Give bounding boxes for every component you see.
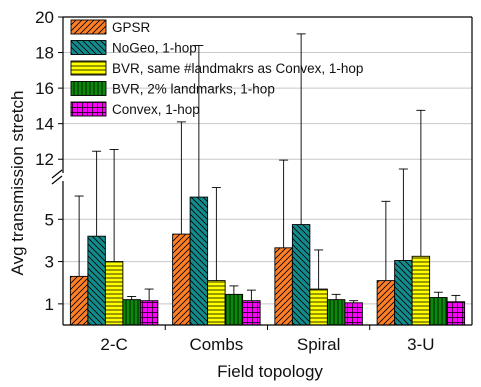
- bars-layer: [69, 33, 466, 326]
- x-axis-title: Field topology: [217, 362, 323, 381]
- legend-swatch: [70, 60, 107, 76]
- legend-swatch: [70, 40, 107, 55]
- legend-label: BVR, 2% landmarks, 1-hop: [112, 82, 275, 97]
- y-tick-label: 1: [45, 295, 54, 314]
- legend: GPSR NoGeo, 1-hop BVR, same #landmakrs as …: [70, 19, 363, 117]
- bar: [291, 224, 311, 326]
- bar: [309, 288, 328, 326]
- y-tick-label: 14: [35, 115, 54, 134]
- axes-layer: 1 3 5 12 14 16 18 20 2-C Combs Spiral 3-U: [35, 8, 473, 354]
- bar: [69, 275, 89, 326]
- bar: [429, 297, 448, 326]
- y-tick-label: 3: [45, 253, 54, 272]
- legend-label: Convex, 1-hop: [112, 102, 200, 117]
- bar: [344, 302, 363, 326]
- axis-break-mark: [51, 169, 63, 179]
- bar: [446, 301, 466, 326]
- y-tick-label: 5: [45, 210, 54, 229]
- legend-label: NoGeo, 1-hop: [112, 41, 197, 56]
- bar: [122, 299, 141, 326]
- bar: [224, 293, 244, 326]
- bar: [376, 280, 396, 326]
- legend-swatch: [70, 101, 107, 117]
- bar: [242, 300, 261, 326]
- bar: [394, 260, 413, 326]
- x-tick-label: Spiral: [297, 335, 340, 354]
- y-tick-label: 12: [35, 150, 54, 169]
- legend-label: BVR, same #landmakrs as Convex, 1-hop: [112, 61, 363, 76]
- legend-label: GPSR: [112, 20, 151, 35]
- x-tick-label: 3-U: [407, 335, 434, 354]
- bar: [172, 233, 191, 326]
- y-tick-label: 20: [35, 8, 54, 27]
- bar: [326, 299, 346, 326]
- x-tick-label: Combs: [189, 335, 243, 354]
- x-tick-label: 2-C: [100, 335, 127, 354]
- y-tick-label: 16: [35, 79, 54, 98]
- y-axis-title: Avg transmission stretch: [8, 91, 27, 276]
- bar: [189, 196, 209, 326]
- grid-layer: [63, 16, 472, 305]
- legend-swatch: [70, 19, 107, 35]
- bar: [411, 255, 431, 326]
- bar: [274, 247, 293, 326]
- bar: [207, 280, 226, 326]
- bar: [139, 300, 159, 326]
- bar: [104, 261, 124, 326]
- y-tick-label: 18: [35, 44, 54, 63]
- legend-swatch: [70, 81, 107, 96]
- bar: [87, 235, 106, 326]
- axis-break-mark: [51, 175, 63, 185]
